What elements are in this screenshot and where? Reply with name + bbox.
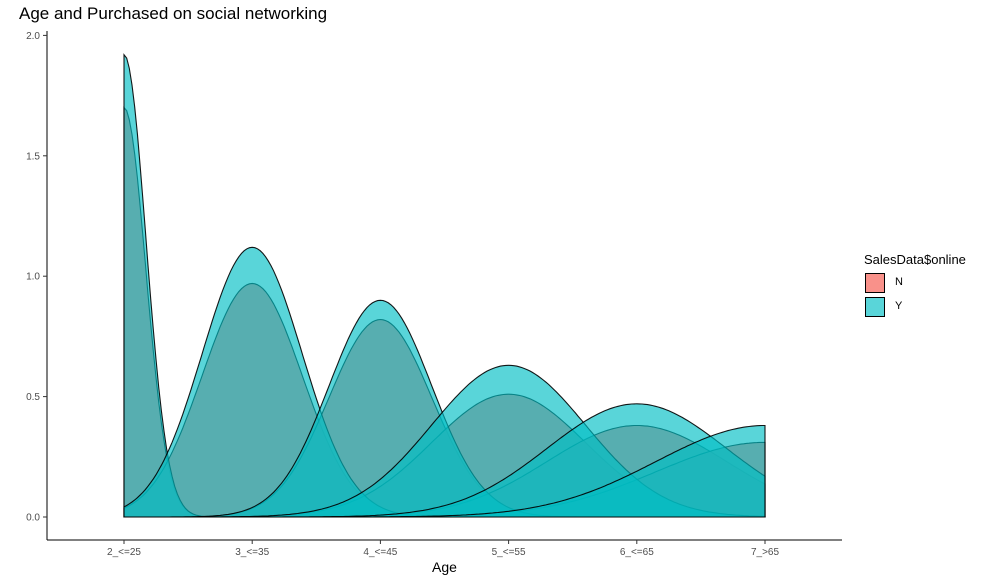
legend-key-y <box>865 297 885 317</box>
y-tick-label: 1.0 <box>26 272 40 283</box>
x-tick-label: 5_<=55 <box>492 547 526 558</box>
series-y-curves <box>123 53 766 518</box>
legend-title: SalesData$online <box>864 252 966 267</box>
x-tick-label: 4_<=45 <box>363 547 397 558</box>
legend-key-n <box>865 273 885 293</box>
x-axis-ticks: 2_<=25 3_<=35 4_<=45 5_<=55 6_<=65 7_>65 <box>107 540 779 558</box>
x-tick-label: 2_<=25 <box>107 547 141 558</box>
density-curve-y-6 <box>124 424 766 518</box>
x-axis-title: Age <box>432 559 457 575</box>
x-tick-label: 3_<=35 <box>235 547 269 558</box>
y-tick-label: 0.5 <box>26 392 40 403</box>
x-tick-label: 7_>65 <box>751 547 780 558</box>
legend: SalesData$online N Y <box>864 252 966 317</box>
x-tick-label: 6_<=65 <box>620 547 654 558</box>
y-axis-ticks: 0.0 0.5 1.0 1.5 2.0 <box>26 31 47 524</box>
legend-label-n: N <box>895 276 903 288</box>
y-tick-label: 2.0 <box>26 31 40 42</box>
chart-title: Age and Purchased on social networking <box>19 4 328 23</box>
legend-label-y: Y <box>895 300 903 312</box>
y-tick-label: 0.0 <box>26 513 40 524</box>
y-tick-label: 1.5 <box>26 151 40 162</box>
